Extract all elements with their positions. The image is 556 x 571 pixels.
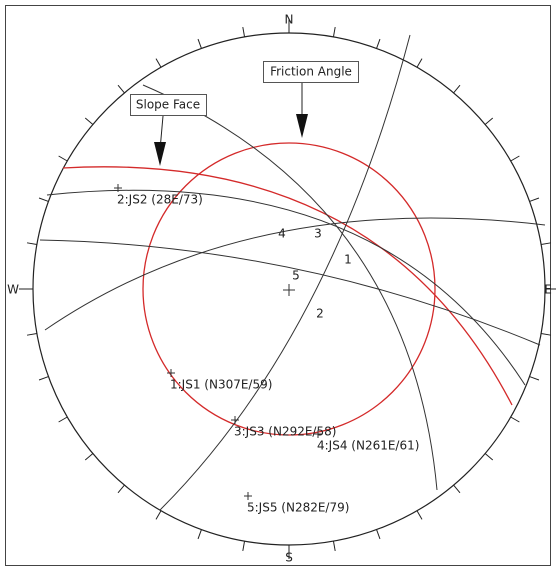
tick xyxy=(484,117,494,125)
great-circle xyxy=(159,34,411,511)
poles: 2:JS2 (28E/73) 1:JS1 (N307E/59) 3:JS3 (N29… xyxy=(114,184,419,515)
tick xyxy=(26,242,37,246)
pole-label: 5:JS5 (N282E/79) xyxy=(247,501,349,515)
intersection-label: 4 xyxy=(278,227,286,241)
tick xyxy=(416,510,423,520)
tick xyxy=(155,510,162,520)
intersection-label: 5 xyxy=(292,269,300,283)
tick xyxy=(332,26,336,37)
callout-box xyxy=(130,94,207,116)
intersection-label: 2 xyxy=(316,307,324,321)
tick xyxy=(84,453,94,461)
tick xyxy=(155,58,162,68)
pole-marker xyxy=(114,184,122,192)
tick xyxy=(26,332,37,336)
tick xyxy=(453,84,461,94)
tick xyxy=(376,38,381,49)
tick xyxy=(117,84,125,94)
tick xyxy=(453,484,461,494)
tick xyxy=(197,529,202,540)
tick xyxy=(58,416,68,423)
pole-marker xyxy=(244,492,252,500)
pole-marker xyxy=(167,369,175,377)
tick xyxy=(416,58,423,68)
great-circle xyxy=(39,239,541,346)
tick xyxy=(529,376,540,381)
pole-label: 4:JS4 (N261E/61) xyxy=(317,439,419,453)
tick xyxy=(541,242,552,246)
intersection-label: 3 xyxy=(314,227,322,241)
callout-label: Friction Angle xyxy=(270,65,352,79)
tick xyxy=(332,541,336,552)
intersection-label: 1 xyxy=(344,253,352,267)
arrow-head xyxy=(154,142,166,166)
callout-label: Slope Face xyxy=(136,98,200,112)
primitive-circle xyxy=(32,32,546,546)
tick xyxy=(38,197,49,202)
arrow-head xyxy=(296,114,308,138)
ticks xyxy=(19,19,556,559)
compass-n: N xyxy=(285,13,294,27)
tick xyxy=(541,332,552,336)
pole-marker xyxy=(231,416,239,424)
tick xyxy=(529,197,540,202)
tick xyxy=(242,26,246,37)
tick xyxy=(84,117,94,125)
slope-face-circle xyxy=(62,166,513,406)
pole-marker xyxy=(314,430,322,438)
tick xyxy=(484,453,494,461)
pole-label: 3:JS3 (N292E/58) xyxy=(234,425,336,439)
tick xyxy=(242,541,246,552)
tick xyxy=(197,38,202,49)
great-circle xyxy=(142,84,438,491)
great-circle xyxy=(44,217,546,331)
tick xyxy=(510,155,520,162)
callout-box xyxy=(263,61,359,83)
tick xyxy=(376,529,381,540)
compass-s: S xyxy=(285,551,293,565)
pole-label: 1:JS1 (N307E/59) xyxy=(170,378,272,392)
tick xyxy=(58,155,68,162)
pole-label: 2:JS2 (28E/73) xyxy=(117,193,203,207)
tick xyxy=(117,484,125,494)
tick xyxy=(38,376,49,381)
great-circle xyxy=(46,189,526,386)
center-cross xyxy=(283,284,295,296)
compass-e: E xyxy=(544,283,552,297)
compass-w: W xyxy=(7,283,19,297)
friction-circle xyxy=(142,142,436,436)
tick xyxy=(510,416,520,423)
frame xyxy=(5,5,551,566)
